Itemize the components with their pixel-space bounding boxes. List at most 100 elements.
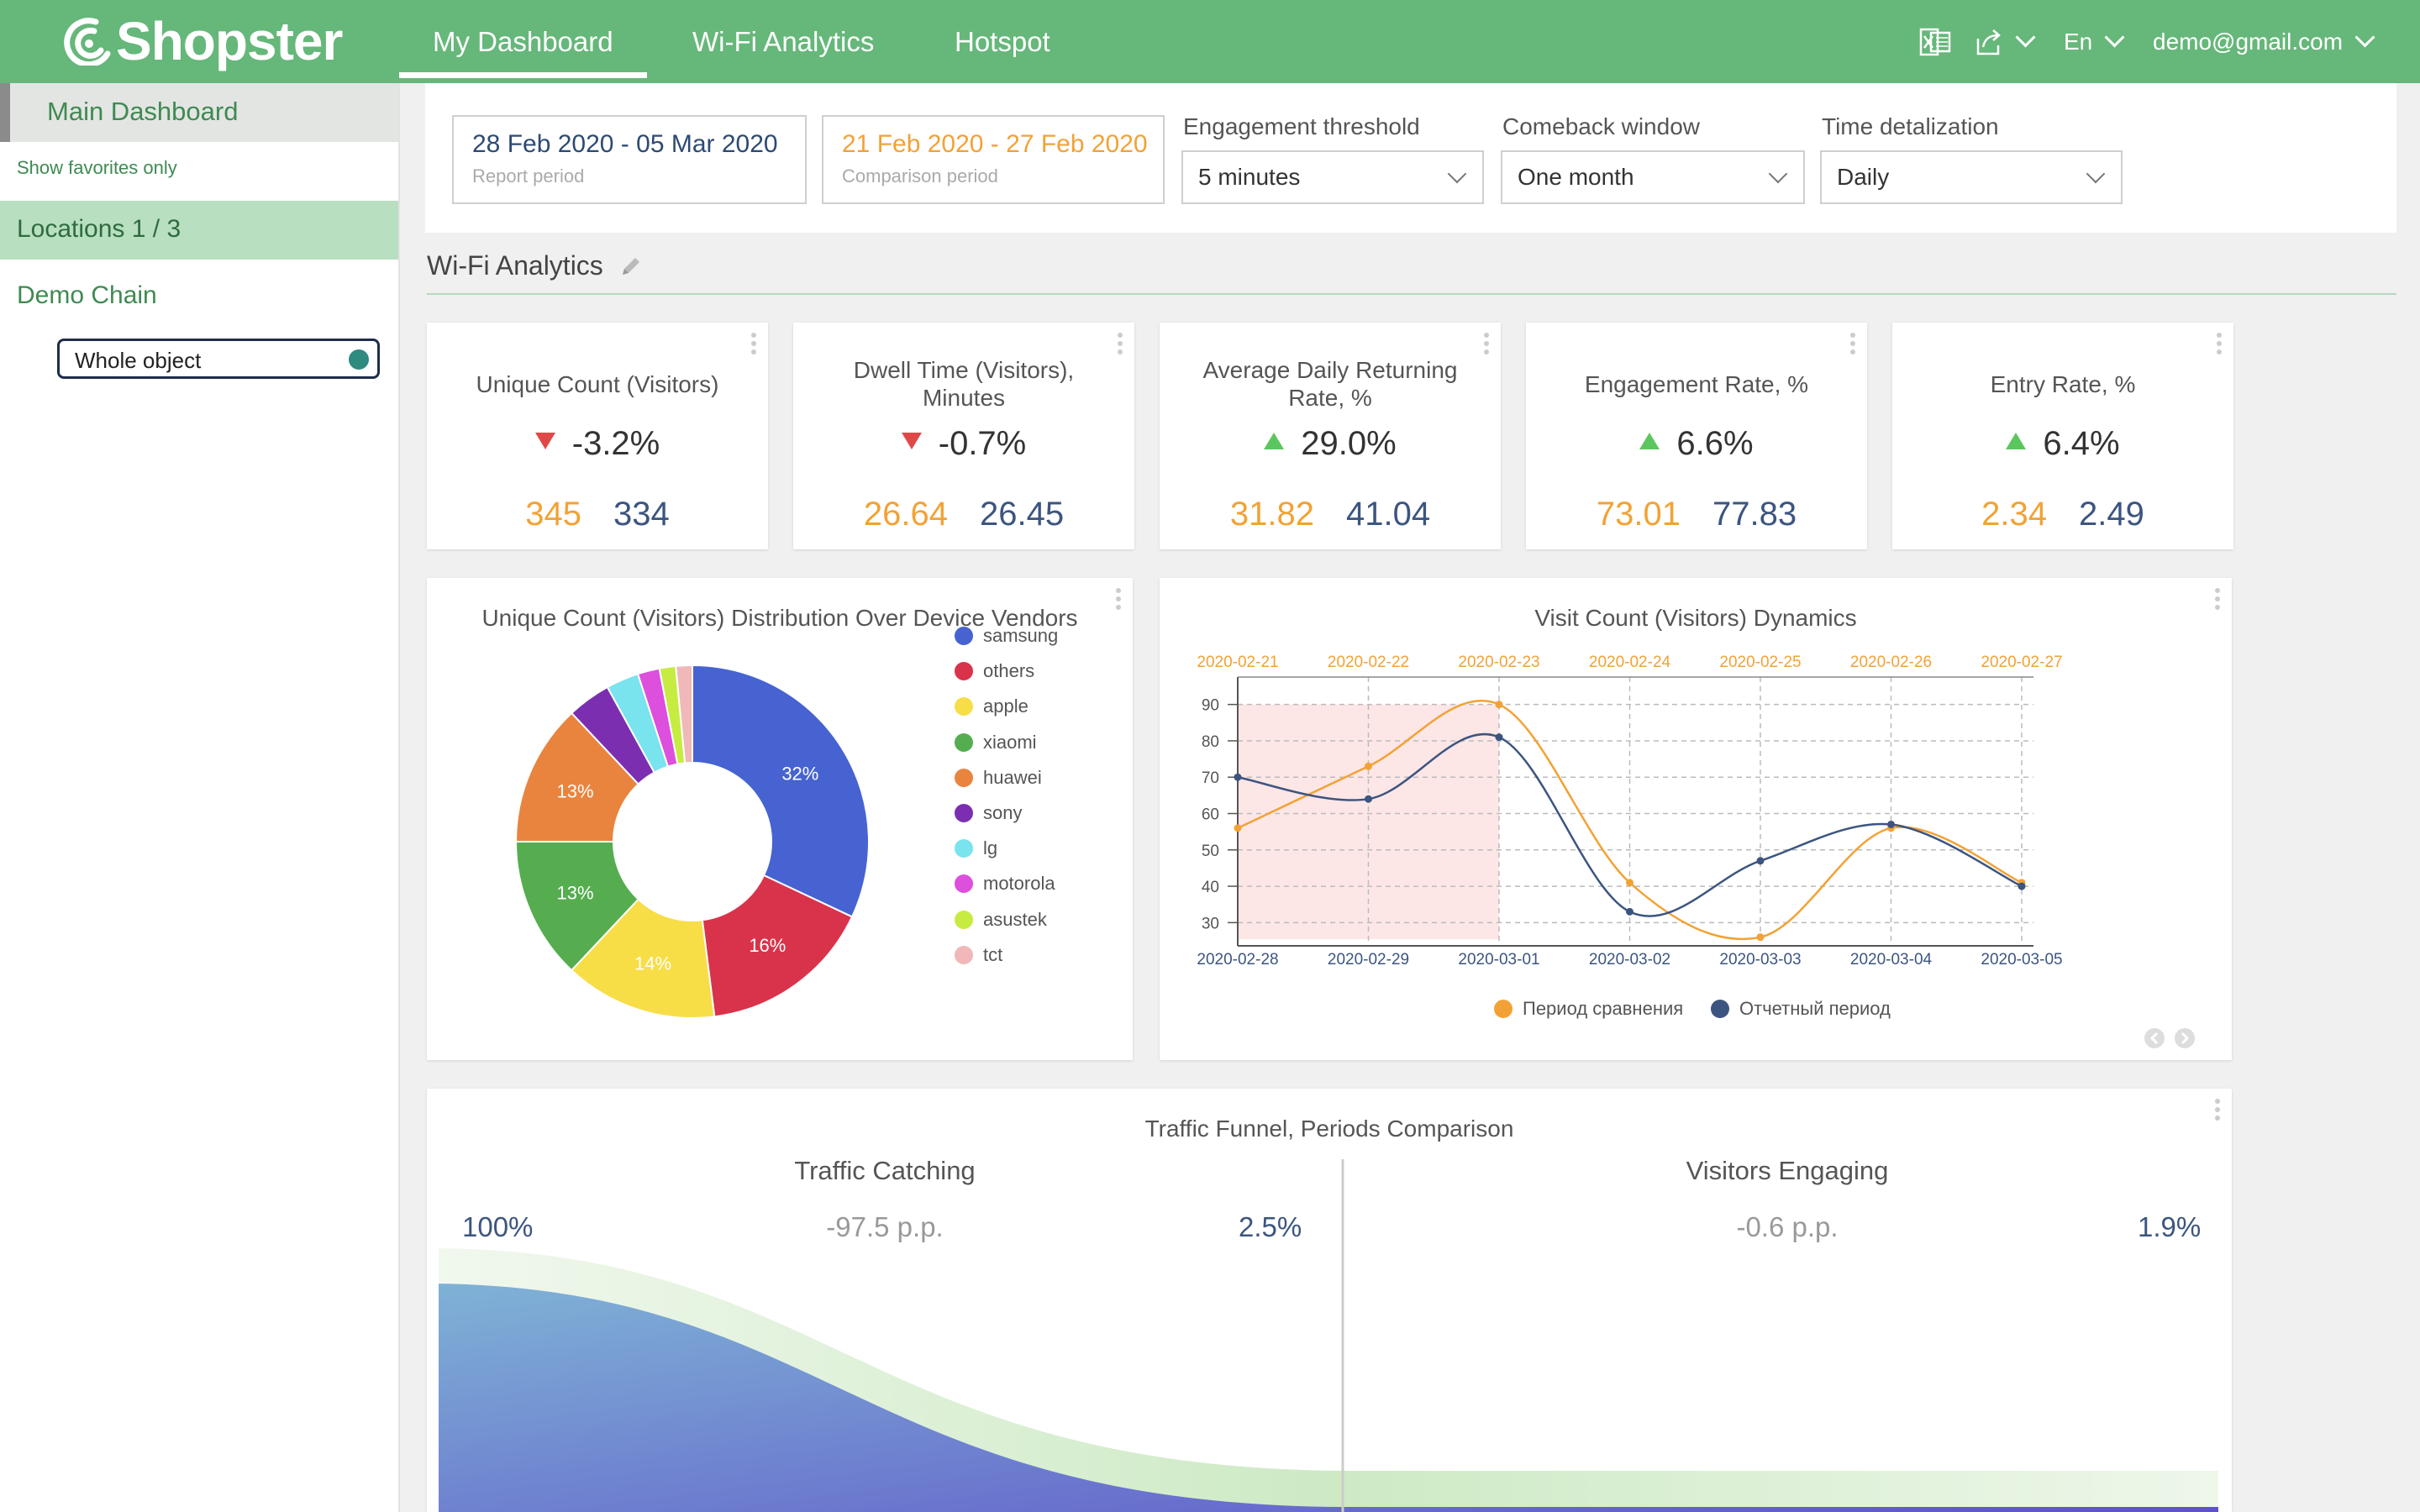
chart-title: Visit Count (Visitors) Dynamics — [1534, 605, 1857, 631]
x-tick-label: 2020-03-05 — [1981, 951, 2062, 969]
pie-slice-huawei[interactable] — [514, 711, 640, 843]
y-tick-label: 90 — [1202, 697, 1219, 715]
kpi-delta-value: 6.4% — [2043, 425, 2120, 462]
data-point[interactable] — [1234, 773, 1242, 781]
stage-end-value: 2.5% — [1239, 1211, 1302, 1242]
y-tick-label: 60 — [1202, 806, 1219, 824]
engagement-threshold-select[interactable]: 5 minutes — [1181, 150, 1484, 204]
legend-item-lg[interactable]: lg — [955, 837, 997, 859]
tab-hotspot[interactable]: Hotspot — [955, 26, 1050, 57]
card-menu-icon[interactable] — [2215, 588, 2220, 613]
share-icon[interactable] — [1973, 27, 2003, 57]
report-period-picker[interactable]: 28 Feb 2020 - 05 Mar 2020 Report period — [452, 115, 807, 204]
card-menu-icon[interactable] — [1850, 333, 1855, 358]
visit-dynamics-line-chart: 30 40 50 60 70 80 90 2020-02-28 2020-02-21 2020-0… — [1197, 654, 2062, 969]
x-top-tick-label: 2020-02-26 — [1850, 654, 1932, 671]
tab-my-dashboard[interactable]: My Dashboard — [399, 0, 647, 83]
select-value: One month — [1518, 164, 1634, 190]
user-menu[interactable]: demo@gmail.com — [2153, 0, 2375, 83]
pie-slice-xiaomi[interactable] — [514, 841, 640, 972]
time-detalization-select[interactable]: Daily — [1820, 150, 2123, 204]
legend-label: apple — [983, 696, 1028, 717]
location-item-whole-object[interactable]: Whole object — [57, 339, 380, 379]
legend-item-huawei[interactable]: huawei — [955, 767, 1042, 789]
pie-slice-label: 14% — [634, 953, 671, 974]
card-menu-icon[interactable] — [1484, 333, 1489, 358]
legend-item-motorola[interactable]: motorola — [955, 873, 1055, 895]
card-menu-icon[interactable] — [1118, 333, 1123, 358]
legend-item-sony[interactable]: sony — [955, 802, 1022, 824]
legend-report-period[interactable]: Отчетный период — [1711, 998, 1891, 1020]
data-point[interactable] — [1626, 907, 1634, 916]
kpi-title: Unique Count (Visitors) — [476, 370, 719, 397]
legend-label: Период сравнения — [1523, 998, 1684, 1019]
arrow-right-icon[interactable] — [2175, 1028, 2195, 1048]
trend-up-icon — [2006, 433, 2027, 449]
excel-export-icon[interactable] — [1919, 26, 1951, 58]
kpi-delta: 6.4% — [1892, 425, 2233, 463]
kpi-title: Engagement Rate, % — [1584, 370, 1809, 397]
pie-slice-tct[interactable] — [675, 664, 693, 764]
data-point[interactable] — [1495, 733, 1503, 742]
data-point[interactable] — [1365, 795, 1372, 803]
kpi-card: Dwell Time (Visitors), Minutes -0.7% 26.… — [793, 323, 1134, 549]
brand-logo[interactable]: Shopster — [62, 11, 343, 71]
data-point[interactable] — [1365, 762, 1372, 770]
locations-header[interactable]: Locations 1 / 3 — [0, 201, 398, 260]
kpi-title: Dwell Time (Visitors), Minutes — [853, 357, 1075, 411]
data-point[interactable] — [1756, 933, 1765, 942]
x-tick-label: 2020-03-04 — [1850, 951, 1933, 969]
kpi-delta: -0.7% — [793, 425, 1134, 463]
kpi-report-value: 41.04 — [1346, 496, 1431, 533]
sidebar-item-chain[interactable]: Demo Chain — [17, 281, 157, 309]
data-point[interactable] — [1626, 879, 1634, 887]
pie-slice-apple[interactable] — [570, 898, 716, 1019]
tab-wifi-analytics[interactable]: Wi-Fi Analytics — [692, 26, 875, 57]
stage-change: -97.5 p.p. — [826, 1211, 944, 1242]
show-favorites-toggle[interactable]: Show favorites only — [17, 157, 177, 178]
card-menu-icon[interactable] — [2215, 1099, 2220, 1124]
data-point[interactable] — [2018, 882, 2026, 890]
top-bar: Shopster My Dashboard Wi-Fi Analytics Ho… — [0, 0, 2420, 83]
kpi-card: Entry Rate, % 6.4% 2.34 2.49 — [1892, 323, 2233, 549]
section-divider — [427, 293, 2396, 295]
card-menu-icon[interactable] — [2217, 333, 2222, 358]
legend-comparison-period[interactable]: Период сравнения — [1494, 998, 1683, 1020]
trend-down-icon — [534, 433, 555, 449]
legend-swatch — [955, 874, 973, 894]
chevron-down-icon[interactable] — [2015, 27, 2036, 48]
legend-item-tct[interactable]: tct — [955, 944, 1002, 966]
data-point[interactable] — [1756, 857, 1765, 865]
legend-item-xiaomi[interactable]: xiaomi — [955, 732, 1037, 753]
card-menu-icon[interactable] — [1116, 588, 1121, 613]
vendors-donut-chart: 32% 16% 14% 13% 13% — [514, 664, 870, 1019]
kpi-card: Engagement Rate, % 6.6% 73.01 77.83 — [1526, 323, 1867, 549]
kpi-card: Unique Count (Visitors) -3.2% 345 334 — [427, 323, 768, 549]
comeback-window-select[interactable]: One month — [1501, 150, 1805, 204]
data-point[interactable] — [1234, 824, 1242, 832]
trend-up-icon — [1639, 433, 1660, 449]
chevron-down-icon — [2354, 27, 2375, 48]
chevron-down-icon — [1447, 164, 1467, 184]
pie-slice-label: 13% — [556, 882, 593, 903]
data-point[interactable] — [1495, 701, 1503, 709]
pie-slice-samsung[interactable] — [692, 664, 870, 918]
kpi-card: Average Daily Returning Rate, % 29.0% 31… — [1160, 323, 1501, 549]
visit-dynamics-card: Visit Count (Visitors) Dynamics 30 40 50 60… — [1160, 578, 2232, 1060]
legend-item-apple[interactable]: apple — [955, 696, 1028, 717]
card-menu-icon[interactable] — [751, 333, 756, 358]
time-detalization-label: Time detalization — [1822, 113, 1999, 139]
sidebar-item-main-dashboard[interactable]: Main Dashboard — [0, 83, 398, 142]
data-point[interactable] — [1887, 820, 1895, 828]
legend-item-asustek[interactable]: asustek — [955, 909, 1047, 931]
comparison-period-picker[interactable]: 21 Feb 2020 - 27 Feb 2020 Comparison per… — [822, 115, 1165, 204]
language-selector[interactable]: En — [2064, 0, 2125, 83]
arrow-left-icon[interactable] — [2144, 1028, 2165, 1048]
legend-item-samsung[interactable]: samsung — [955, 625, 1058, 647]
pie-slice-others[interactable] — [701, 874, 854, 1018]
pie-slice-label: 13% — [556, 781, 593, 802]
kpi-values: 31.82 41.04 — [1160, 496, 1501, 533]
legend-item-others[interactable]: others — [955, 660, 1034, 682]
pencil-icon[interactable] — [618, 254, 644, 279]
locations-label: Locations — [17, 215, 125, 243]
